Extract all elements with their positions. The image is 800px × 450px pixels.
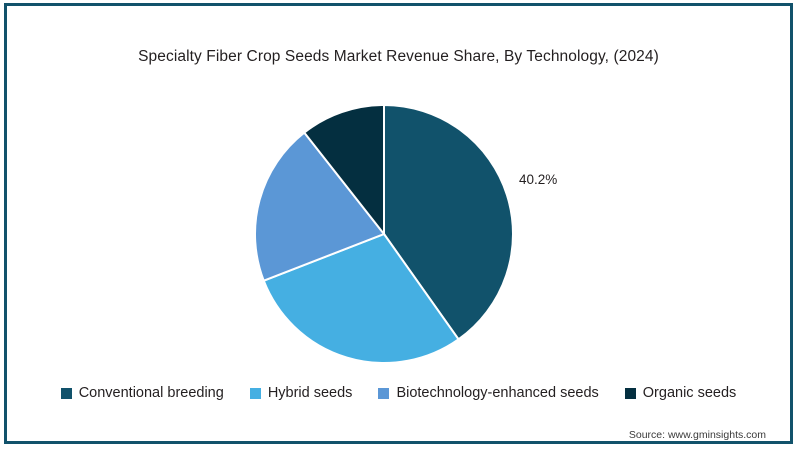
legend-swatch-icon (624, 387, 636, 399)
pie-chart (254, 104, 514, 364)
legend-item-hybrid-seeds[interactable]: Hybrid seeds (249, 385, 353, 401)
pie-slices (254, 104, 514, 364)
chart-legend: Conventional breeding Hybrid seeds Biote… (7, 385, 790, 401)
legend-swatch-icon (378, 387, 390, 399)
data-label-conventional-breeding: 40.2% (519, 172, 558, 187)
legend-item-label: Biotechnology-enhanced seeds (396, 385, 599, 401)
legend-swatch-icon (249, 387, 261, 399)
pie-slice[interactable] (383, 104, 514, 341)
legend-item-conventional-breeding[interactable]: Conventional breeding (60, 385, 224, 401)
pie-slice[interactable] (254, 131, 386, 283)
pie-chart-svg (254, 104, 514, 364)
legend-item-label: Organic seeds (642, 385, 737, 401)
page-title: Specialty Fiber Crop Seeds Market Revenu… (138, 48, 659, 65)
chart-frame: Specialty Fiber Crop Seeds Market Revenu… (4, 3, 793, 444)
source-note: Source: www.gminsights.com (628, 429, 766, 441)
pie-slice[interactable] (262, 232, 460, 364)
legend-item-organic-seeds[interactable]: Organic seeds (624, 385, 737, 401)
legend-item-biotechnology-enhanced-seeds[interactable]: Biotechnology-enhanced seeds (378, 385, 599, 401)
legend-swatch-icon (60, 387, 72, 399)
legend-item-label: Hybrid seeds (267, 385, 353, 401)
legend-item-label: Conventional breeding (78, 385, 224, 401)
pie-slice[interactable] (302, 104, 385, 237)
